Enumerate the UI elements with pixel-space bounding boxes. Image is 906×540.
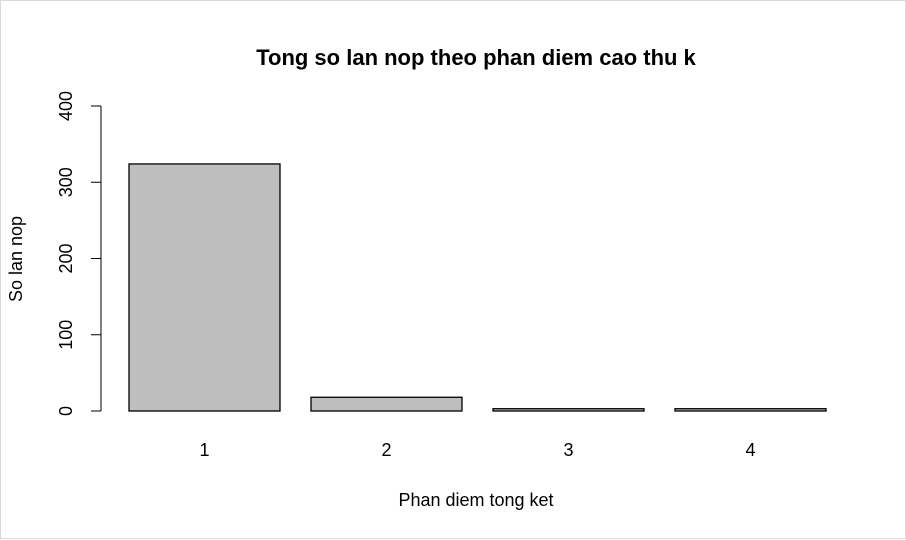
bar-1 bbox=[128, 163, 281, 412]
y-tick-label: 100 bbox=[56, 320, 76, 350]
x-tick-labels: 1 2 3 4 bbox=[199, 440, 755, 460]
bars bbox=[128, 163, 827, 412]
y-tick-label: 0 bbox=[56, 406, 76, 416]
y-tick-label: 300 bbox=[56, 167, 76, 197]
bar-2 bbox=[310, 396, 463, 412]
y-tick-label: 200 bbox=[56, 243, 76, 273]
x-tick-label: 1 bbox=[199, 440, 209, 460]
x-tick-label: 2 bbox=[381, 440, 391, 460]
chart-title: Tong so lan nop theo phan diem cao thu k bbox=[256, 45, 696, 70]
x-axis-label: Phan diem tong ket bbox=[398, 490, 553, 510]
bar-3 bbox=[492, 408, 645, 412]
y-axis: 0 100 200 300 400 bbox=[56, 91, 102, 416]
x-tick-label: 3 bbox=[563, 440, 573, 460]
y-tick-label: 400 bbox=[56, 91, 76, 121]
y-axis-label: So lan nop bbox=[6, 216, 26, 302]
x-tick-label: 4 bbox=[745, 440, 755, 460]
bar-4 bbox=[674, 408, 827, 412]
